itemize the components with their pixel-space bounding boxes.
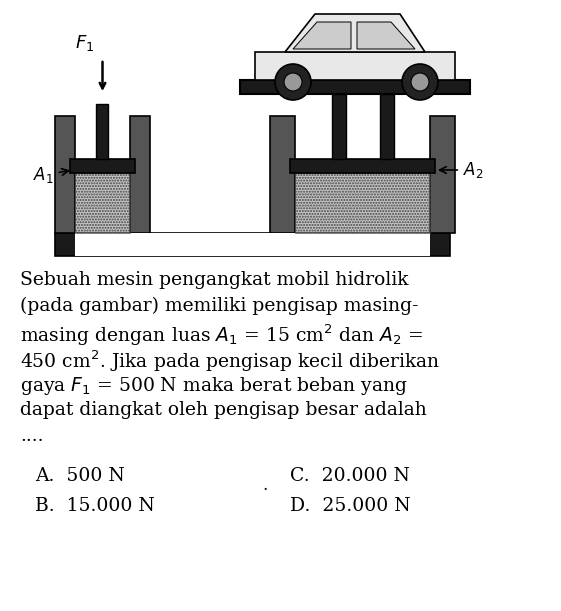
- Bar: [380, 94, 394, 159]
- Text: ....: ....: [20, 427, 44, 445]
- Bar: [240, 80, 470, 94]
- Text: 450 cm$^2$. Jika pada pengisap kecil diberikan: 450 cm$^2$. Jika pada pengisap kecil dib…: [20, 349, 440, 375]
- Bar: [270, 116, 295, 233]
- Bar: [295, 173, 430, 233]
- Bar: [75, 173, 130, 233]
- Bar: [295, 116, 430, 233]
- Bar: [75, 173, 130, 233]
- Bar: [333, 94, 347, 159]
- Text: $A_2$: $A_2$: [440, 160, 484, 180]
- Bar: [70, 159, 135, 173]
- Bar: [75, 233, 430, 256]
- Text: $F_1$: $F_1$: [75, 33, 94, 53]
- Circle shape: [411, 73, 429, 91]
- Bar: [130, 116, 150, 233]
- Text: $A_1$: $A_1$: [33, 165, 68, 185]
- Text: B.  15.000 N: B. 15.000 N: [35, 497, 155, 515]
- Polygon shape: [293, 22, 351, 49]
- Bar: [96, 104, 108, 159]
- Text: C.  20.000 N: C. 20.000 N: [290, 467, 410, 485]
- Polygon shape: [285, 14, 425, 52]
- Bar: [75, 116, 130, 233]
- Text: A.  500 N: A. 500 N: [35, 467, 125, 485]
- Bar: [55, 233, 450, 256]
- Text: masing dengan luas $A_1$ = 15 cm$^2$ dan $A_2$ =: masing dengan luas $A_1$ = 15 cm$^2$ dan…: [20, 323, 423, 348]
- Circle shape: [284, 73, 302, 91]
- Text: (pada gambar) memiliki pengisap masing-: (pada gambar) memiliki pengisap masing-: [20, 297, 419, 315]
- Text: gaya $F_1$ = 500 N maka berat beban yang: gaya $F_1$ = 500 N maka berat beban yang: [20, 375, 408, 397]
- Text: Sebuah mesin pengangkat mobil hidrolik: Sebuah mesin pengangkat mobil hidrolik: [20, 271, 408, 289]
- Circle shape: [275, 64, 311, 100]
- Bar: [55, 116, 75, 233]
- Circle shape: [402, 64, 438, 100]
- Bar: [295, 173, 430, 233]
- Polygon shape: [357, 22, 415, 49]
- Text: dapat diangkat oleh pengisap besar adalah: dapat diangkat oleh pengisap besar adala…: [20, 401, 427, 419]
- Bar: [255, 52, 455, 80]
- Text: D.  25.000 N: D. 25.000 N: [290, 497, 411, 515]
- Bar: [430, 116, 455, 233]
- Bar: [290, 159, 435, 173]
- Text: .: .: [263, 477, 268, 494]
